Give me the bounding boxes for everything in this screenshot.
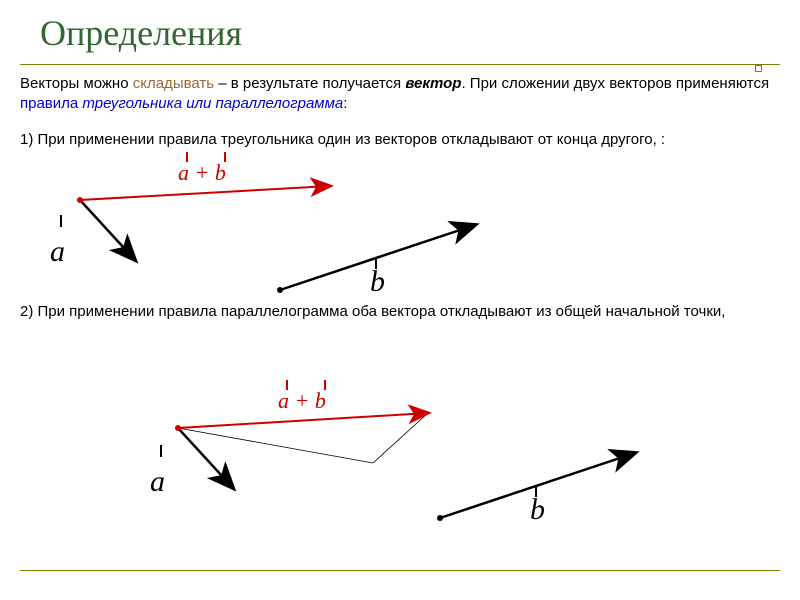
- d1-sum-label: a + b: [178, 160, 226, 186]
- d2-sum-label: a + b: [278, 388, 326, 414]
- vector-tick: [160, 445, 162, 457]
- vector-origin-dot: [175, 425, 181, 431]
- d1-b-label: b: [370, 265, 385, 299]
- vector-tick: [324, 380, 326, 390]
- vector-tick: [60, 215, 62, 227]
- vector-tick: [375, 257, 377, 269]
- diagram-svg: [0, 0, 800, 600]
- vector-tick: [286, 380, 288, 390]
- vector-origin-dot: [437, 515, 443, 521]
- vector-origin-dot: [277, 287, 283, 293]
- d2-a-label: a: [150, 465, 165, 499]
- vector-origin-dot: [77, 197, 83, 203]
- vector-tick: [224, 152, 226, 162]
- d2-b-label: b: [530, 493, 545, 527]
- vector-tick: [535, 485, 537, 497]
- vector-tick: [186, 152, 188, 162]
- d1-a-label: a: [50, 235, 65, 269]
